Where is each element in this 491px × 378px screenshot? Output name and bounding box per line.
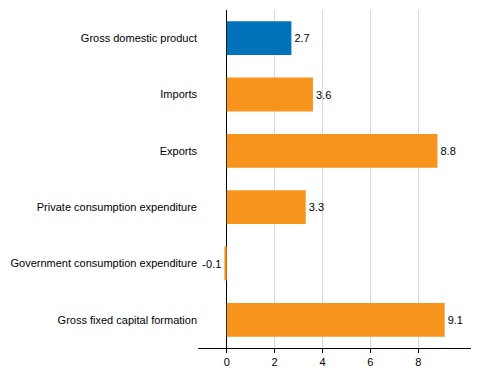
svg-text:Imports: Imports [160,88,197,100]
svg-text:6: 6 [367,356,373,368]
svg-text:Gross domestic product: Gross domestic product [81,32,197,44]
svg-text:2: 2 [272,356,278,368]
svg-text:Government consumption expendi: Government consumption expenditure [11,257,198,269]
svg-text:-0.1: -0.1 [202,258,221,270]
svg-text:2.7: 2.7 [294,32,309,44]
svg-text:8.8: 8.8 [440,145,455,157]
svg-text:9.1: 9.1 [448,314,463,326]
svg-text:4: 4 [319,356,325,368]
svg-text:Gross fixed capital formation: Gross fixed capital formation [58,314,197,326]
svg-text:Private consumption expenditur: Private consumption expenditure [37,201,197,213]
svg-text:0: 0 [224,356,230,368]
svg-text:8: 8 [415,356,421,368]
svg-text:Exports: Exports [160,145,198,157]
svg-text:3.6: 3.6 [316,89,331,101]
svg-text:3.3: 3.3 [309,201,324,213]
